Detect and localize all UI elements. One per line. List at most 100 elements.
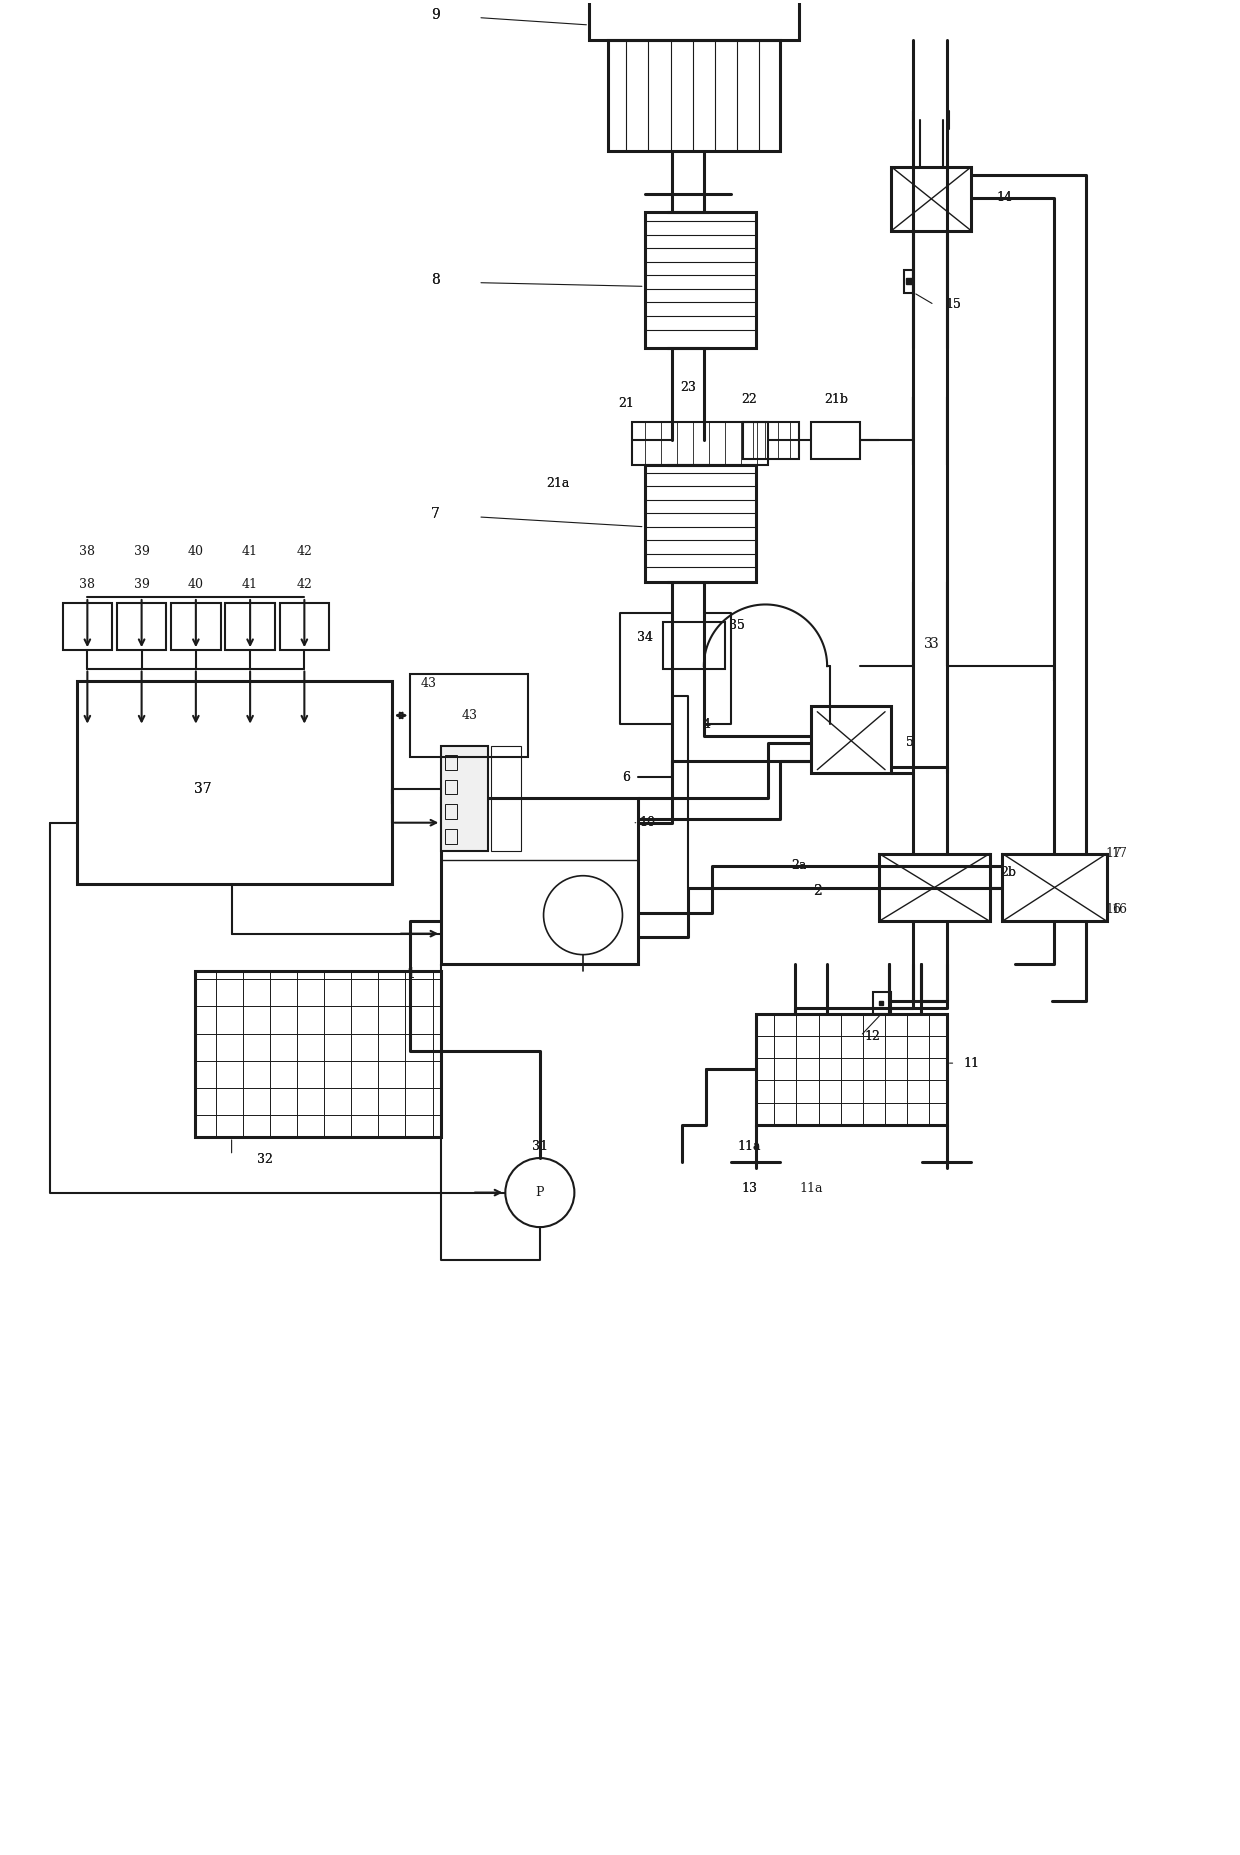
- Text: 22: 22: [742, 393, 758, 406]
- Bar: [117, 603, 166, 649]
- Text: 23: 23: [680, 380, 696, 393]
- Text: 1: 1: [405, 966, 415, 981]
- Text: 3: 3: [924, 636, 932, 651]
- Text: P: P: [536, 1185, 544, 1198]
- Text: 14: 14: [997, 191, 1013, 204]
- Text: 16: 16: [1105, 903, 1121, 916]
- Bar: [63, 603, 112, 649]
- Bar: [445, 829, 458, 844]
- Bar: [445, 779, 458, 794]
- Text: 11: 11: [963, 1057, 980, 1070]
- Text: 7: 7: [430, 508, 439, 521]
- Text: 13: 13: [742, 1182, 758, 1195]
- Text: 4: 4: [702, 718, 711, 731]
- Text: 39: 39: [134, 545, 150, 558]
- Text: 3: 3: [930, 636, 939, 651]
- Text: 15: 15: [945, 299, 961, 312]
- Text: 2a: 2a: [791, 859, 806, 872]
- Text: 22: 22: [742, 393, 758, 406]
- Bar: [904, 271, 914, 293]
- Text: 43: 43: [420, 677, 436, 690]
- Text: 37: 37: [195, 783, 212, 796]
- Bar: [632, 421, 768, 466]
- Bar: [645, 466, 755, 582]
- Text: 32: 32: [257, 1152, 273, 1165]
- Text: 11a: 11a: [738, 1141, 761, 1154]
- Text: 8: 8: [430, 273, 439, 288]
- Text: 31: 31: [532, 1141, 548, 1154]
- Text: 17: 17: [1111, 848, 1127, 861]
- Bar: [879, 853, 990, 922]
- Text: 6: 6: [622, 770, 630, 783]
- Text: 2a: 2a: [791, 859, 806, 872]
- Text: 10: 10: [639, 816, 655, 829]
- Text: 2: 2: [813, 883, 822, 898]
- Text: 17: 17: [1105, 848, 1121, 861]
- Text: 2b: 2b: [1001, 866, 1017, 879]
- Bar: [873, 992, 892, 1015]
- Text: 14: 14: [997, 191, 1013, 204]
- Text: 38: 38: [79, 579, 95, 592]
- Text: 34: 34: [636, 631, 652, 644]
- Bar: [589, 0, 799, 39]
- Text: 42: 42: [296, 579, 312, 592]
- Text: 31: 31: [532, 1141, 548, 1154]
- Text: 2: 2: [813, 883, 822, 898]
- Text: 10: 10: [639, 816, 655, 829]
- Text: 11a: 11a: [738, 1141, 761, 1154]
- Text: 39: 39: [134, 579, 150, 592]
- Bar: [77, 681, 392, 885]
- Bar: [743, 421, 799, 458]
- Text: 1: 1: [405, 966, 415, 981]
- Text: 2b: 2b: [1001, 866, 1017, 879]
- Bar: [892, 167, 971, 230]
- Bar: [280, 603, 329, 649]
- Bar: [410, 673, 527, 757]
- Bar: [445, 805, 458, 820]
- Text: 40: 40: [188, 579, 203, 592]
- Bar: [441, 746, 489, 851]
- Text: 21b: 21b: [823, 393, 848, 406]
- Text: 11a: 11a: [800, 1182, 823, 1195]
- Text: 41: 41: [242, 545, 258, 558]
- Bar: [755, 1015, 946, 1124]
- Text: 15: 15: [945, 299, 961, 312]
- Bar: [226, 603, 275, 649]
- Text: 9: 9: [430, 7, 439, 22]
- Bar: [491, 746, 521, 851]
- Text: 34: 34: [636, 631, 652, 644]
- Text: 11: 11: [963, 1057, 980, 1070]
- Bar: [608, 39, 780, 150]
- Text: 41: 41: [242, 579, 258, 592]
- Bar: [441, 798, 639, 965]
- Text: 38: 38: [79, 545, 95, 558]
- Text: 21b: 21b: [823, 393, 848, 406]
- Bar: [645, 211, 755, 349]
- Text: 21: 21: [619, 397, 634, 410]
- Text: 21a: 21a: [547, 477, 570, 490]
- Bar: [195, 970, 441, 1137]
- Bar: [1002, 853, 1107, 922]
- Bar: [663, 621, 725, 668]
- Text: 21a: 21a: [547, 477, 570, 490]
- Text: 12: 12: [864, 1030, 880, 1043]
- Text: 13: 13: [742, 1182, 758, 1195]
- Text: 32: 32: [257, 1152, 273, 1165]
- Text: 9: 9: [430, 7, 439, 22]
- Text: 6: 6: [622, 770, 630, 783]
- Text: 8: 8: [430, 273, 439, 288]
- Text: 35: 35: [729, 620, 745, 633]
- Bar: [811, 705, 892, 774]
- Text: 35: 35: [729, 620, 745, 633]
- Text: 5: 5: [905, 736, 914, 749]
- Text: 21: 21: [619, 397, 634, 410]
- Text: 23: 23: [680, 380, 696, 393]
- Text: 43: 43: [461, 709, 477, 722]
- Text: 4: 4: [702, 718, 711, 731]
- Bar: [445, 755, 458, 770]
- Text: 37: 37: [195, 783, 212, 796]
- Bar: [171, 603, 221, 649]
- Bar: [811, 421, 861, 458]
- Text: 40: 40: [188, 545, 203, 558]
- Text: 5: 5: [905, 736, 914, 749]
